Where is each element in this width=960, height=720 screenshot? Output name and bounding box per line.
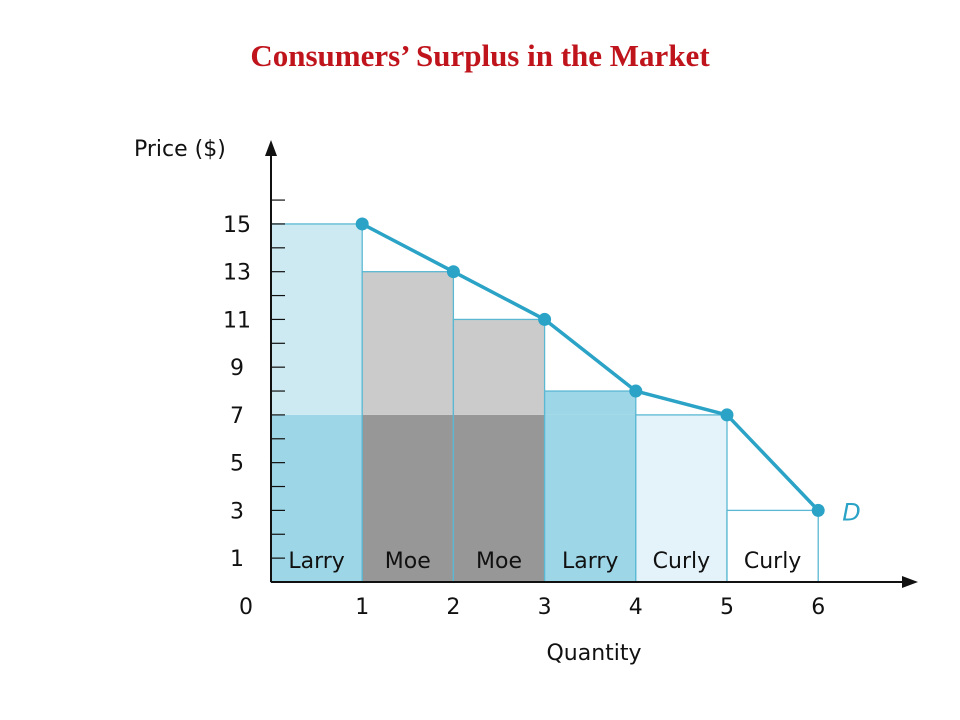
bar-2-surplus-area (362, 271, 454, 415)
bars-layer: Larry Moe Moe Larry Curly Curly (270, 223, 819, 583)
series-D-line (361, 222, 820, 512)
x-tick-label-0: 0 (239, 595, 253, 620)
y-tick-label-13: 13 (223, 261, 251, 286)
bar-3-price-area (453, 414, 545, 582)
x-tick-label-6: 6 (811, 595, 825, 620)
y-tick-label-3: 3 (230, 499, 244, 524)
x-tick-label-4: 4 (629, 595, 643, 620)
series-D-point-4 (629, 384, 643, 398)
x-tick-label-1: 1 (355, 595, 369, 620)
y-axis-arrow (265, 140, 277, 156)
x-axis-arrow (902, 576, 918, 588)
y-tick-label-9: 9 (230, 356, 244, 381)
x-tick-label-3: 3 (538, 595, 552, 620)
bar-6-price-area (727, 510, 819, 582)
series-layer: D (355, 217, 861, 526)
series-D-point-5 (720, 408, 734, 422)
bar-4-surplus-area (544, 391, 636, 415)
bar-1-price-area (271, 414, 363, 582)
y-tick-label-1: 1 (230, 547, 244, 572)
bar-2-price-area (362, 414, 454, 582)
series-D-point-1 (355, 217, 369, 231)
y-tick-label-7: 7 (230, 404, 244, 429)
x-tick-label-5: 5 (720, 595, 734, 620)
y-tick-label-5: 5 (230, 452, 244, 477)
bar-1-surplus-area (271, 223, 363, 415)
bar-4-price-area (544, 414, 636, 582)
x-axis-label: Quantity (546, 641, 641, 666)
page-title: Consumers’ Surplus in the Market (250, 38, 710, 73)
bar-2-label: Moe (385, 549, 431, 574)
x-tick-label-2: 2 (446, 595, 460, 620)
series-D-label: D (842, 498, 860, 526)
bar-5-price-area (635, 414, 727, 582)
bar-3-surplus-area (453, 319, 545, 415)
y-tick-label-11: 11 (223, 308, 251, 333)
y-tick-label-15: 15 (223, 213, 251, 238)
series-D-point-3 (538, 312, 552, 326)
bar-4-label: Larry (562, 549, 618, 574)
y-axis-label: Price ($) (134, 137, 226, 162)
series-D-point-2 (446, 265, 460, 279)
series-D-point-6 (811, 503, 825, 517)
bar-3-label: Moe (476, 549, 522, 574)
bar-5-label: Curly (653, 549, 710, 574)
bar-1-label: Larry (288, 549, 344, 574)
bar-6-label: Curly (744, 549, 801, 574)
